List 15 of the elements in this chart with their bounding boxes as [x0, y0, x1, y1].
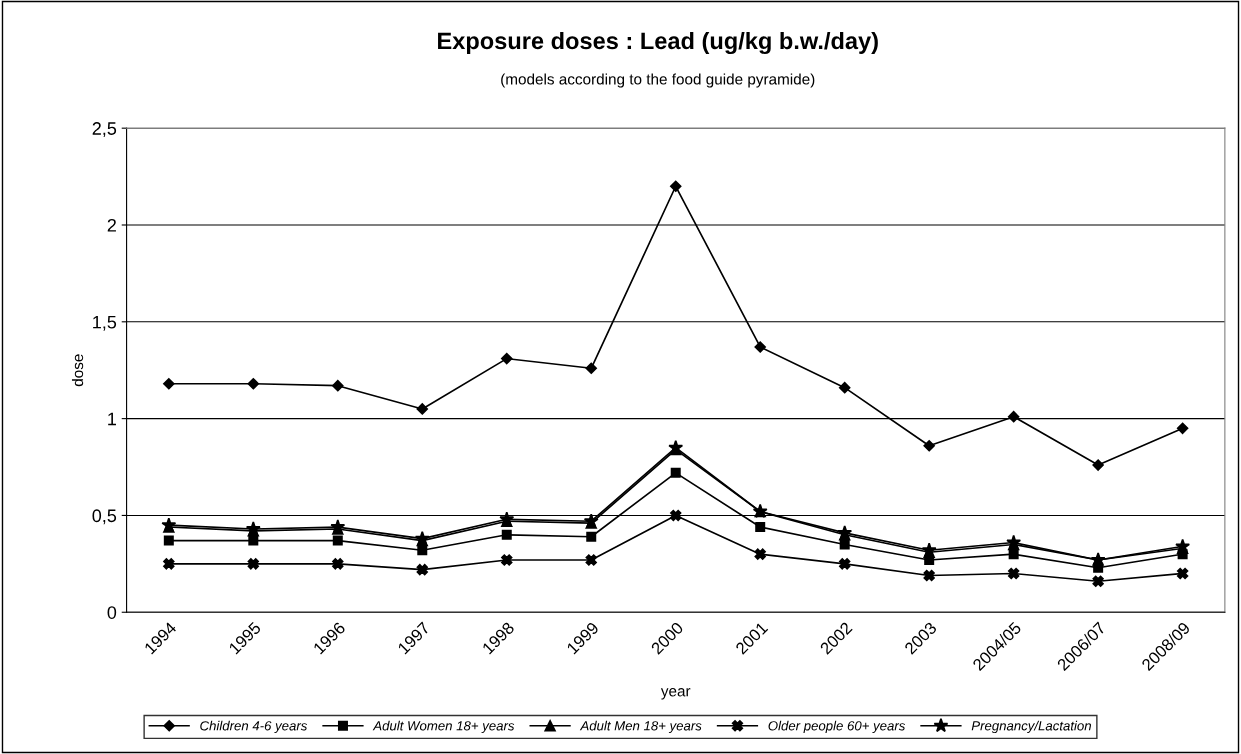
legend-label: Older people 60+ years	[768, 720, 906, 734]
x-axis-title: year	[660, 688, 691, 700]
y-tick-label: 0	[107, 606, 117, 619]
y-tick-label: 2,5	[92, 122, 117, 138]
y-tick-label: 1,5	[93, 315, 117, 331]
legend-label: Adult Men 18+ years	[579, 720, 702, 734]
chart-title: Exposure doses : Lead (ug/kg b.w./day)	[438, 31, 878, 55]
legend-label: Children 4-6 years	[200, 720, 308, 734]
chart-subtitle: (models according to the food guide pyramide)	[501, 73, 815, 88]
y-tick-label: 0,5	[92, 509, 117, 525]
legend-label: Pregnancy/Lactation	[971, 720, 1091, 734]
y-tick-label: 2	[107, 218, 116, 232]
legend-label: Adult Women 18+ years	[372, 720, 515, 734]
y-axis-title: dose	[71, 354, 84, 387]
y-tick-label: 1	[108, 412, 116, 426]
